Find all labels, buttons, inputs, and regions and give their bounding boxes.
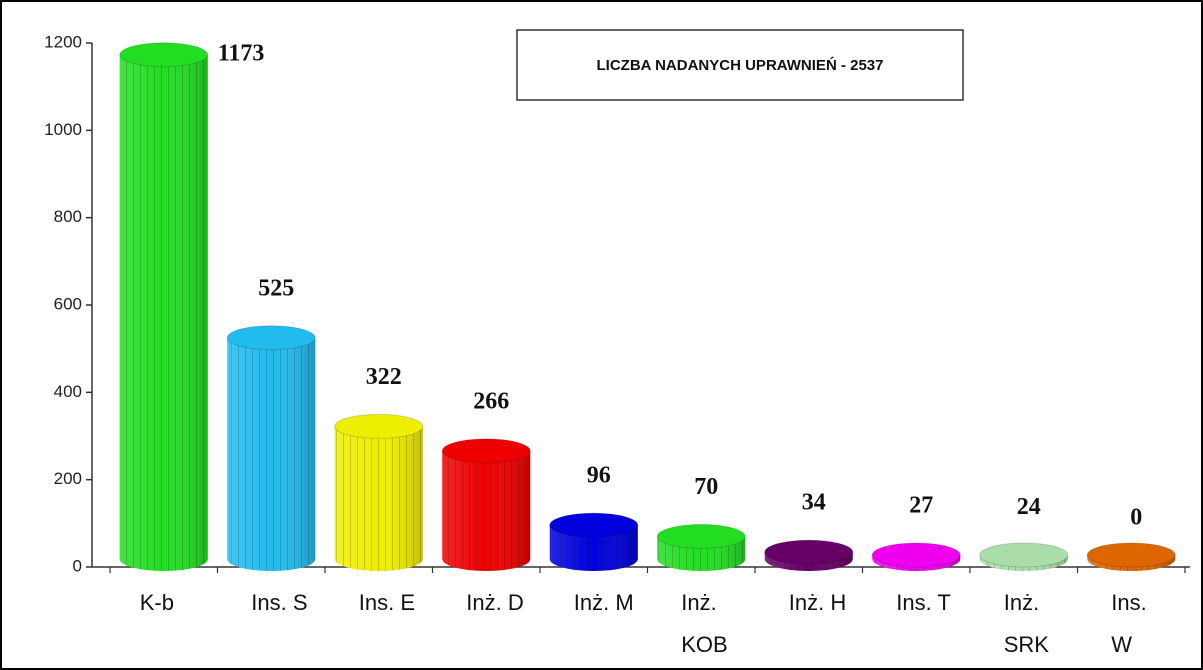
y-tick-label: 1000 — [44, 120, 82, 139]
value-label: 24 — [1017, 494, 1041, 520]
bar — [871, 542, 961, 571]
bar — [764, 539, 854, 571]
bar — [119, 42, 209, 572]
value-label: 0 — [1130, 505, 1142, 531]
annotation: LICZBA NADANYCH UPRAWNIEŃ - 2537 — [597, 57, 884, 74]
bar — [226, 325, 316, 571]
value-label: 266 — [473, 388, 509, 414]
value-label: 70 — [694, 474, 718, 500]
value-label: 525 — [258, 275, 294, 301]
annotation-box — [516, 29, 964, 101]
value-label: 27 — [909, 493, 933, 519]
x-tick-label: Inż. H — [788, 590, 847, 615]
value-label: 34 — [802, 490, 826, 516]
x-tick-label: Ins. W — [1111, 590, 1147, 657]
y-tick-label: 600 — [54, 294, 82, 313]
bar — [979, 542, 1069, 571]
y-tick-label: 800 — [54, 207, 82, 226]
y-tick-label: 1200 — [44, 32, 82, 51]
x-tick-label: Inż. M — [573, 590, 634, 615]
bar — [549, 512, 639, 571]
value-label: 1173 — [218, 40, 265, 66]
x-tick-label: Ins. E — [358, 590, 415, 615]
bar — [1086, 542, 1176, 571]
bar — [656, 523, 746, 571]
y-tick-label: 0 — [73, 556, 82, 575]
x-tick-label: Ins. T — [896, 590, 951, 615]
x-tick-label: Ins. S — [251, 590, 308, 615]
bar — [441, 438, 531, 571]
value-label: 322 — [366, 364, 402, 390]
x-tick-label: K-b — [139, 590, 174, 615]
y-tick-label: 200 — [54, 469, 82, 488]
x-tick-label: Inż. KOB — [681, 590, 728, 657]
bar — [334, 413, 424, 571]
x-tick-label: Inż. D — [466, 590, 524, 615]
value-label: 96 — [587, 463, 611, 489]
x-tick-label: Inż. SRK — [1003, 590, 1049, 657]
y-tick-label: 400 — [54, 382, 82, 401]
